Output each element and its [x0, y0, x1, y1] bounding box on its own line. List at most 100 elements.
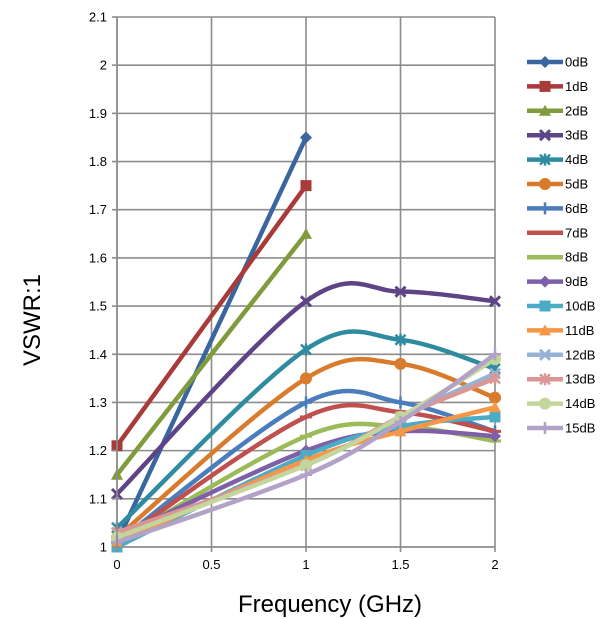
y-tick-label: 1.2	[89, 443, 107, 458]
legend-item: 11dB	[527, 323, 594, 338]
legend-item: 7dB	[527, 225, 588, 240]
y-tick-label: 1.9	[89, 106, 107, 121]
legend-label: 6dB	[565, 201, 588, 216]
legend-swatch-marker	[539, 104, 551, 116]
legend-item: 5dB	[527, 177, 588, 192]
legend-item: 6dB	[527, 201, 588, 216]
y-axis-title: VSWR:1	[19, 274, 46, 366]
data-point	[394, 396, 407, 409]
series-3dB	[110, 281, 502, 501]
legend-item: 4dB	[527, 152, 588, 167]
legend-item: 13dB	[527, 372, 595, 387]
legend-label: 9dB	[565, 274, 588, 289]
legend-swatch-marker	[539, 275, 551, 288]
data-point	[300, 343, 312, 356]
legend-label: 8dB	[565, 250, 588, 265]
legend-item: 14dB	[527, 396, 595, 411]
legend-label: 3dB	[565, 128, 588, 143]
y-tick-label: 1.1	[89, 491, 107, 506]
legend-label: 10dB	[565, 299, 595, 314]
legend-item: 0dB	[527, 55, 588, 70]
data-point	[300, 372, 312, 385]
data-point	[394, 357, 407, 370]
legend-label: 7dB	[565, 225, 588, 240]
data-point	[300, 396, 312, 409]
series-line	[114, 356, 498, 540]
data-point	[489, 372, 501, 385]
axes: 1 1.1 1.2 1.3 1.4 1.5 1.6 1.7 1.8 1.9 2 2.1 0 0.5 1 1.5…	[89, 10, 499, 573]
legend-label: 13dB	[565, 372, 595, 387]
legend-swatch-marker	[539, 397, 551, 410]
x-tick-label: 2	[491, 557, 498, 572]
data-point	[489, 411, 501, 423]
series-line	[114, 183, 309, 449]
legend-swatch-marker	[539, 178, 551, 190]
y-tick-label: 1.3	[89, 395, 107, 410]
legend-label: 14dB	[565, 396, 595, 411]
series-line	[114, 231, 309, 477]
data-point	[300, 459, 312, 472]
data-point	[489, 348, 501, 361]
data-point	[394, 285, 407, 298]
y-tick-label: 1.5	[89, 299, 107, 314]
y-tick-label: 1.7	[89, 202, 107, 217]
legend-swatch-marker	[539, 80, 551, 92]
y-tick-label: 2	[100, 58, 107, 73]
series-15dB	[111, 348, 501, 549]
data-point	[300, 227, 312, 239]
legend-label: 11dB	[565, 323, 594, 338]
x-axis-title: Frequency (GHz)	[238, 591, 422, 618]
x-tick-label: 0	[113, 557, 120, 572]
data-point	[489, 430, 501, 443]
legend-swatch-marker	[538, 129, 552, 142]
data-point	[488, 295, 502, 308]
data-point	[394, 333, 407, 346]
series-line	[114, 388, 498, 545]
legend-swatch-marker	[538, 348, 552, 361]
legend-item: 1dB	[527, 79, 588, 94]
y-tick-label: 1.4	[89, 347, 107, 362]
legend-label: 1dB	[565, 79, 588, 94]
data-point	[394, 425, 407, 437]
series-line	[114, 329, 498, 530]
data-point	[300, 180, 312, 192]
legend: 0dB 1dB 2dB 3dB 4dB 5dB 6dB 7dB 8dB 9dB 10dB 11dB 12…	[527, 55, 595, 436]
x-tick-label: 1.5	[391, 557, 409, 572]
data-point	[299, 295, 313, 308]
legend-item: 8dB	[527, 250, 588, 265]
legend-label: 15dB	[565, 421, 595, 436]
series-line	[114, 352, 498, 545]
legend-label: 12dB	[565, 347, 595, 362]
legend-swatch-marker	[539, 324, 551, 336]
legend-item: 12dB	[527, 347, 595, 362]
legend-item: 3dB	[527, 128, 588, 143]
series-line	[114, 135, 309, 545]
legend-item: 9dB	[527, 274, 588, 289]
legend-swatch-marker	[539, 56, 551, 68]
x-tick-label: 0.5	[202, 557, 220, 572]
legend-item: 10dB	[527, 299, 595, 314]
series-line	[114, 281, 498, 497]
legend-swatch-marker	[539, 373, 551, 386]
legend-swatch-marker	[539, 153, 551, 166]
legend-item: 15dB	[527, 421, 595, 436]
legend-swatch-marker	[539, 422, 551, 434]
legend-swatch-marker	[539, 300, 551, 312]
data-point	[394, 415, 407, 428]
x-tick-label: 1	[302, 557, 309, 572]
data-point	[489, 391, 501, 404]
data-point	[300, 131, 312, 144]
series-line	[114, 428, 498, 540]
legend-label: 4dB	[565, 152, 588, 167]
legend-swatch-marker	[539, 202, 551, 215]
data-point	[489, 401, 501, 413]
legend-label: 2dB	[565, 103, 588, 118]
legend-label: 0dB	[565, 55, 588, 70]
y-tick-label: 2.1	[89, 10, 107, 25]
legend-item: 2dB	[527, 103, 588, 118]
y-tick-label: 1	[100, 540, 107, 555]
data-point	[300, 468, 312, 481]
y-tick-label: 1.6	[89, 250, 107, 265]
y-tick-label: 1.8	[89, 154, 107, 169]
